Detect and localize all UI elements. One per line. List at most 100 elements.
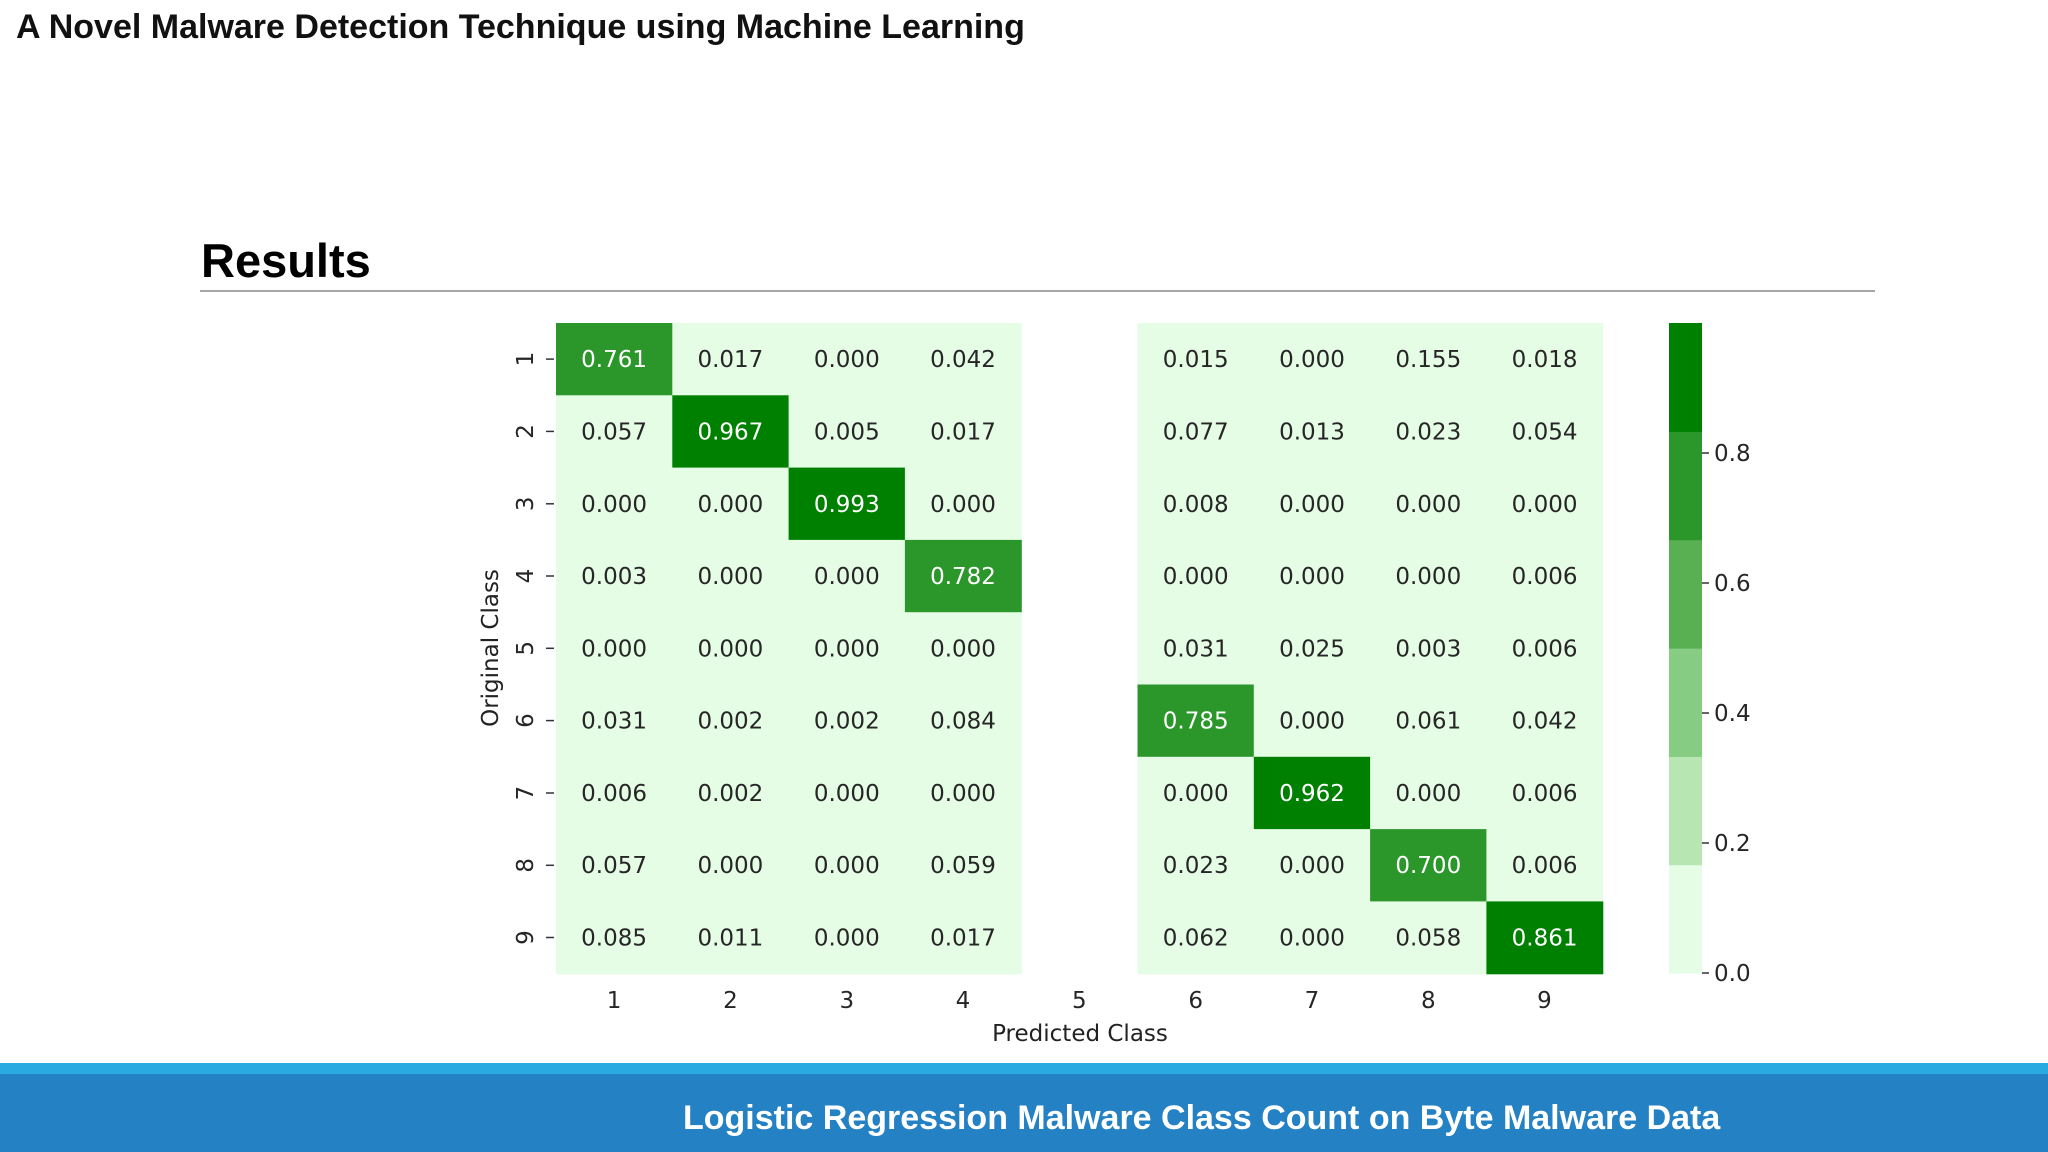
y-tick-label: 8 bbox=[513, 858, 539, 873]
heatmap-cell bbox=[672, 829, 790, 902]
confusion-matrix-heatmap: 0.761 0.017 0.000 0.042 0.015 0.000 0.155 0.018… bbox=[478, 323, 1751, 1047]
cell-value-label: 0.000 bbox=[1279, 492, 1345, 518]
heatmap-cell bbox=[788, 539, 906, 613]
heatmap-cell bbox=[1370, 467, 1487, 541]
heatmap-cell bbox=[1253, 467, 1371, 541]
heatmap-cell bbox=[556, 901, 673, 975]
cell-value-label: 0.000 bbox=[697, 853, 763, 879]
cell-value-label: 0.006 bbox=[1512, 636, 1578, 662]
heatmap-cell bbox=[1137, 467, 1255, 541]
section-heading: Results bbox=[201, 234, 371, 287]
heatmap-cell bbox=[672, 756, 790, 830]
heatmap-cell bbox=[1486, 539, 1604, 613]
cell-value-label: 0.054 bbox=[1512, 419, 1578, 445]
heading-divider bbox=[200, 290, 1875, 292]
x-tick-label: 1 bbox=[607, 988, 622, 1014]
heatmap-cell bbox=[788, 901, 906, 975]
colorbar-segment bbox=[1669, 648, 1702, 757]
colorbar-tick-label: 0.6 bbox=[1714, 571, 1751, 597]
heatmap-cell bbox=[1253, 684, 1371, 758]
heatmap-cell bbox=[1137, 756, 1255, 830]
y-tick-label: 2 bbox=[513, 424, 539, 439]
heatmap-cell bbox=[1253, 612, 1371, 686]
cell-value-label: 0.006 bbox=[1512, 564, 1578, 590]
cell-value-label: 0.000 bbox=[930, 492, 996, 518]
x-tick-label: 4 bbox=[956, 988, 971, 1014]
cell-value-label: 0.000 bbox=[814, 564, 880, 590]
y-tick-label: 6 bbox=[513, 713, 539, 728]
y-tick-label: 5 bbox=[513, 641, 539, 656]
cell-value-label: 0.000 bbox=[814, 853, 880, 879]
cell-value-label: 0.003 bbox=[581, 564, 647, 590]
colorbar-segment bbox=[1669, 539, 1702, 649]
y-tick-label: 7 bbox=[513, 786, 539, 801]
heatmap-cell bbox=[1137, 539, 1255, 613]
cell-value-label: 0.967 bbox=[697, 419, 763, 445]
heatmap-cell bbox=[904, 539, 1022, 613]
cell-value-label: 0.000 bbox=[1279, 709, 1345, 735]
y-tick-label: 9 bbox=[513, 930, 539, 945]
cell-value-label: 0.000 bbox=[697, 492, 763, 518]
cell-value-label: 0.077 bbox=[1163, 419, 1229, 445]
cell-value-label: 0.000 bbox=[930, 636, 996, 662]
y-tick-label: 3 bbox=[513, 496, 539, 511]
heatmap-cell bbox=[788, 467, 906, 541]
heatmap-cell bbox=[904, 829, 1022, 902]
cell-value-label: 0.000 bbox=[1395, 781, 1461, 807]
cell-value-label: 0.962 bbox=[1279, 781, 1345, 807]
heatmap-cell bbox=[556, 323, 673, 396]
cell-value-label: 0.000 bbox=[1279, 564, 1345, 590]
cell-value-label: 0.003 bbox=[1395, 636, 1461, 662]
heatmap-cell bbox=[1253, 756, 1371, 830]
cell-value-label: 0.006 bbox=[1512, 853, 1578, 879]
cell-value-label: 0.000 bbox=[1395, 492, 1461, 518]
cell-value-label: 0.015 bbox=[1163, 347, 1229, 373]
cell-value-label: 0.002 bbox=[697, 781, 763, 807]
heatmap-cell bbox=[1137, 395, 1255, 469]
cell-value-label: 0.085 bbox=[581, 926, 647, 952]
cell-value-label: 0.000 bbox=[1163, 781, 1229, 807]
cell-value-label: 0.000 bbox=[1279, 347, 1345, 373]
cell-value-label: 0.013 bbox=[1279, 419, 1345, 445]
cell-value-label: 0.061 bbox=[1395, 709, 1461, 735]
cell-value-label: 0.000 bbox=[581, 636, 647, 662]
heatmap-cell bbox=[1253, 829, 1371, 902]
cell-value-label: 0.002 bbox=[814, 709, 880, 735]
heatmap-cell bbox=[904, 612, 1022, 686]
colorbar-tick-label: 0.8 bbox=[1714, 441, 1751, 467]
cell-value-label: 0.000 bbox=[697, 636, 763, 662]
heatmap-cell bbox=[904, 323, 1022, 396]
cell-value-label: 0.042 bbox=[930, 347, 996, 373]
cell-value-label: 0.062 bbox=[1163, 926, 1229, 952]
heatmap-cell bbox=[556, 395, 673, 469]
cell-value-label: 0.005 bbox=[814, 419, 880, 445]
cell-value-label: 0.006 bbox=[1512, 781, 1578, 807]
heatmap-cell bbox=[788, 323, 906, 396]
heatmap-cell bbox=[788, 684, 906, 758]
colorbar-segment bbox=[1669, 756, 1702, 866]
x-tick-label: 2 bbox=[723, 988, 738, 1014]
cell-value-label: 0.000 bbox=[1512, 492, 1578, 518]
cell-value-label: 0.761 bbox=[581, 347, 647, 373]
heatmap-cell bbox=[788, 395, 906, 469]
heatmap-cell bbox=[1253, 395, 1371, 469]
heatmap-cell bbox=[1370, 829, 1487, 902]
cell-value-label: 0.000 bbox=[1279, 926, 1345, 952]
cell-value-label: 0.025 bbox=[1279, 636, 1345, 662]
cell-value-label: 0.000 bbox=[930, 781, 996, 807]
heatmap-cell bbox=[904, 467, 1022, 541]
cell-value-label: 0.031 bbox=[1163, 636, 1229, 662]
cell-value-label: 0.000 bbox=[697, 564, 763, 590]
cell-value-label: 0.031 bbox=[581, 709, 647, 735]
cell-value-label: 0.000 bbox=[814, 347, 880, 373]
heatmap-cell bbox=[1370, 901, 1487, 975]
cell-value-label: 0.008 bbox=[1163, 492, 1229, 518]
cell-value-label: 0.782 bbox=[930, 564, 996, 590]
x-tick-label: 5 bbox=[1072, 988, 1087, 1014]
x-tick-label: 7 bbox=[1305, 988, 1320, 1014]
cell-value-label: 0.017 bbox=[697, 347, 763, 373]
heatmap-cell bbox=[788, 612, 906, 686]
heatmap-cell bbox=[1486, 901, 1604, 975]
cell-value-label: 0.017 bbox=[930, 419, 996, 445]
cell-value-label: 0.018 bbox=[1512, 347, 1578, 373]
